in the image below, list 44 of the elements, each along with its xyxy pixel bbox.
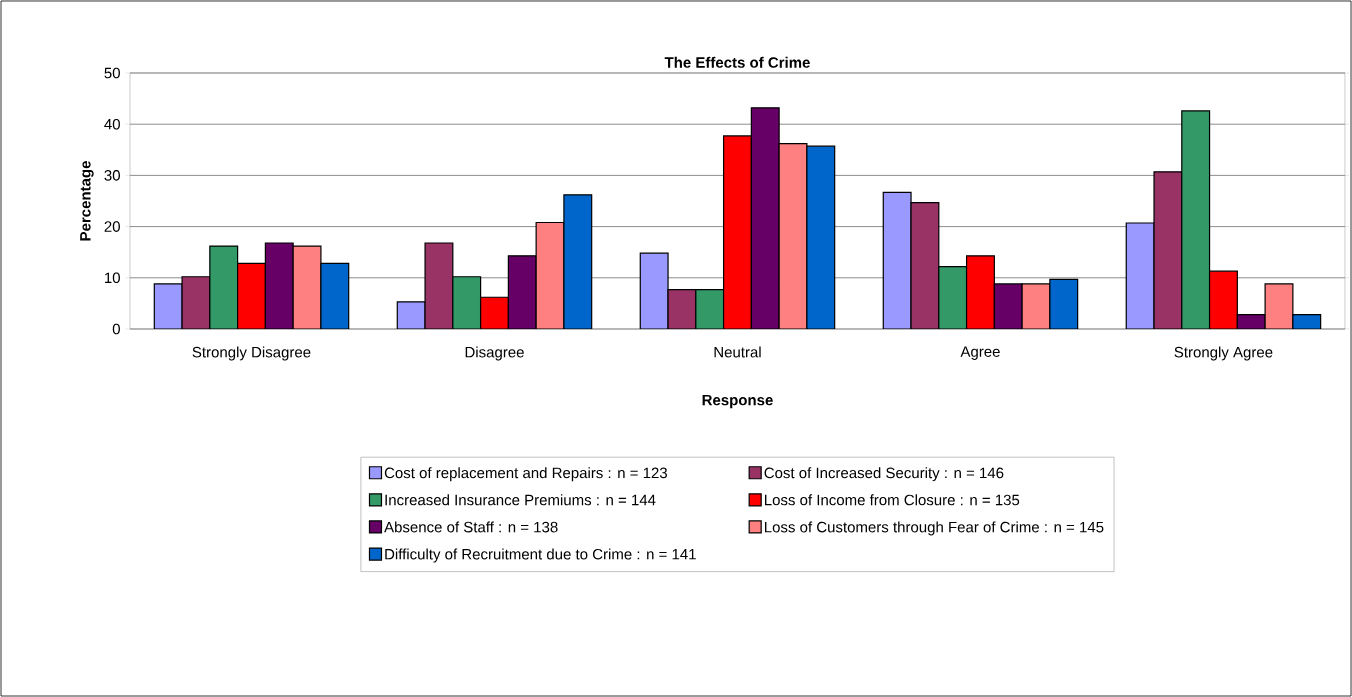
bar — [806, 145, 836, 329]
y-tick-label: 10 — [105, 272, 120, 284]
bar — [507, 255, 537, 329]
bar — [639, 252, 669, 329]
bar — [320, 262, 350, 329]
y-tick-label: 0 — [112, 323, 120, 335]
legend-label: Cost of Increased Security : n = 146 — [764, 467, 1004, 482]
bar — [1125, 222, 1155, 329]
bar — [1049, 279, 1078, 329]
bar — [292, 245, 322, 329]
y-axis-title: Percentage — [80, 161, 94, 241]
bar — [452, 276, 482, 329]
x-tick-label: Strongly Disagree — [192, 346, 311, 361]
legend-label: Loss of Customers through Fear of Crime : n = 145 — [765, 521, 1104, 536]
bar — [535, 221, 565, 329]
legend-label: Increased Insurance Premiums : n = 144 — [385, 494, 656, 506]
legend-label: Cost of replacement and Repairs : n = 123 — [384, 467, 668, 482]
legend-label: Loss of Income from Closure : n = 135 — [765, 494, 1020, 506]
legend-label: Absence of Staff : n = 138 — [384, 521, 558, 533]
bar — [938, 266, 967, 329]
y-tick-label: 50 — [104, 67, 120, 79]
bar — [209, 245, 239, 329]
x-tick-label: Neutral — [714, 346, 761, 358]
bar — [778, 143, 808, 329]
x-tick-label: Disagree — [465, 346, 524, 361]
bar — [563, 194, 593, 329]
legend-label: Difficulty of Recruitment due to Crime : n = 141 — [385, 548, 696, 563]
bar — [695, 288, 725, 329]
y-tick-label: 40 — [104, 118, 120, 130]
bar — [911, 202, 939, 329]
chart-title: The Effects of Crime — [664, 56, 810, 68]
bar — [264, 242, 294, 329]
x-tick-label: Agree — [960, 346, 1000, 360]
bar — [667, 288, 697, 329]
y-tick-label: 30 — [104, 170, 120, 181]
x-axis-title: Response — [702, 394, 773, 409]
bar — [424, 242, 454, 329]
bar — [1181, 110, 1211, 329]
bar — [181, 276, 211, 329]
y-tick-label: 20 — [104, 221, 120, 232]
bar — [1153, 171, 1183, 329]
bar — [883, 192, 912, 329]
bar — [750, 107, 780, 329]
x-tick-label: Strongly Agree — [1174, 346, 1273, 361]
